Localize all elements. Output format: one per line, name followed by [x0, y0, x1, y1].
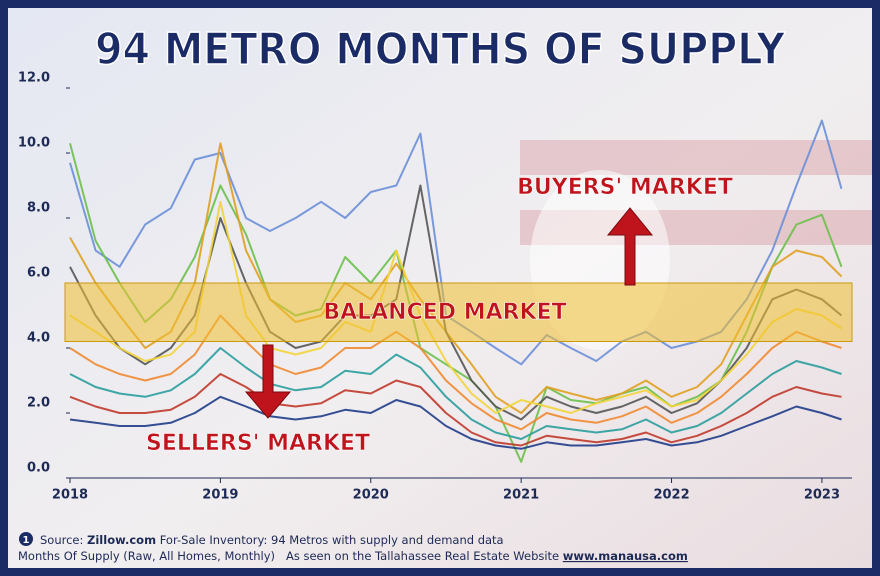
footer-site[interactable]: www.manausa.com: [563, 549, 688, 563]
annotation: SELLERS' MARKET: [146, 431, 370, 456]
x-tick-label: 2021: [503, 488, 539, 503]
series-line: [69, 395, 842, 450]
y-tick-label: 10.0: [18, 136, 50, 151]
source-site: Zillow.com: [87, 533, 156, 547]
footer-line: Months Of Supply (Raw, All Homes, Monthl…: [18, 549, 688, 563]
series-line: [69, 314, 842, 431]
badge-text: 1: [23, 535, 30, 546]
x-tick-label: 2023: [804, 488, 840, 503]
annotation: BALANCED MARKET: [323, 300, 566, 325]
badge: [19, 532, 33, 546]
x-tick-label: 2018: [52, 488, 88, 503]
footer-line: Source: Zillow.com For-Sale Inventory: 9…: [40, 533, 504, 547]
y-tick-label: 4.0: [27, 331, 50, 346]
chart-title: 94 METRO MONTHS OF SUPPLY: [95, 24, 786, 75]
x-tick-label: 2019: [202, 488, 238, 503]
source-text: For-Sale Inventory: 94 Metros with suppl…: [160, 533, 504, 547]
balanced-band: [64, 282, 853, 342]
series-line: [69, 142, 843, 414]
annotation: BUYERS' MARKET: [517, 175, 733, 200]
y-tick-label: 6.0: [27, 266, 50, 281]
up-arrow: [606, 207, 654, 286]
footer-text: Months Of Supply (Raw, All Homes, Monthl…: [18, 549, 559, 563]
series-line: [69, 373, 842, 447]
down-arrow: [244, 344, 292, 419]
y-tick-label: 0.0: [27, 461, 50, 476]
y-tick-label: 2.0: [27, 396, 50, 411]
source-label: Source:: [40, 533, 83, 547]
x-tick-label: 2022: [653, 488, 689, 503]
series-line: [69, 347, 842, 440]
y-tick-label: 12.0: [18, 71, 50, 86]
y-tick-label: 8.0: [27, 201, 50, 216]
x-tick-label: 2020: [353, 488, 389, 503]
